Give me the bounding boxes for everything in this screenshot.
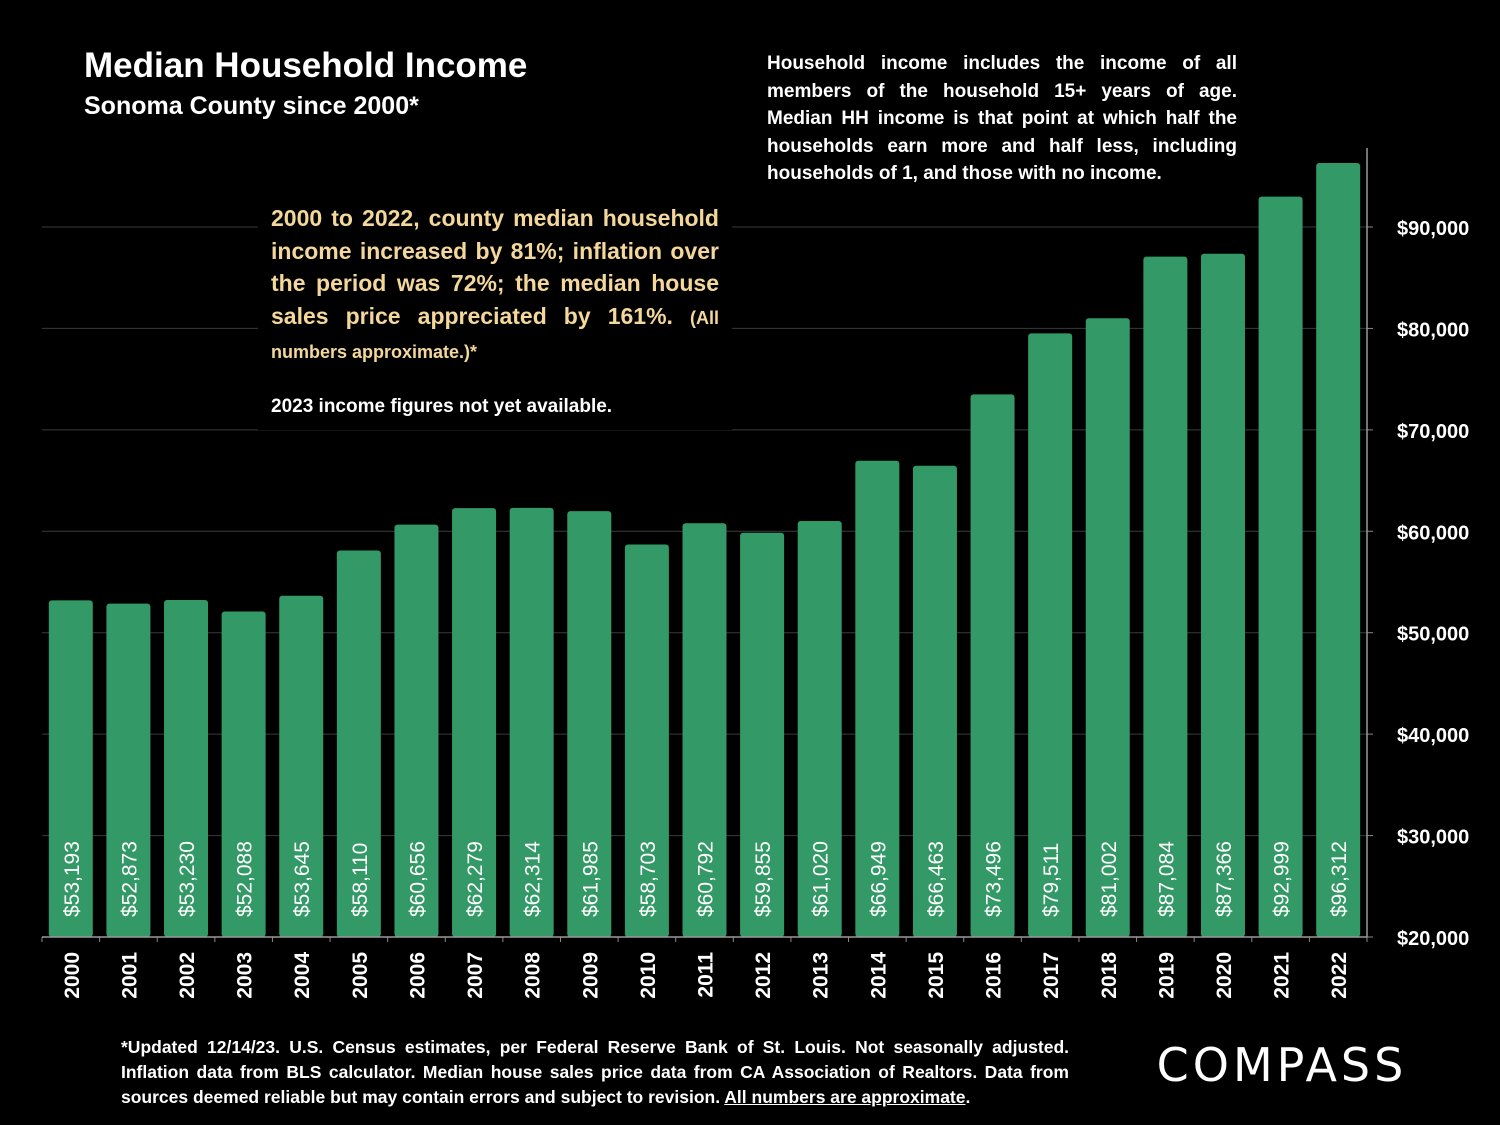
bar [1258, 196, 1303, 938]
bar-data-label: $66,949 [867, 841, 890, 917]
bar [624, 544, 669, 937]
bar [1143, 256, 1188, 938]
bar [970, 394, 1015, 937]
compass-logo-text: COMPASS [1157, 1038, 1408, 1092]
y-tick-label: $50,000 [1397, 624, 1469, 646]
bar-data-label: $87,366 [1213, 841, 1236, 917]
bar-data-label: $60,792 [695, 841, 718, 917]
bar-data-label: $79,511 [1040, 843, 1063, 917]
x-tick-label: 2022 [1328, 952, 1351, 999]
bar-data-label: $53,193 [61, 841, 84, 917]
bar-data-label: $58,110 [349, 843, 372, 917]
approximate-link[interactable]: All numbers are approximate [724, 1087, 966, 1107]
availability-note: 2023 income figures not yet available. [271, 396, 613, 417]
x-tick-label: 2004 [291, 952, 314, 999]
x-tick-label: 2000 [61, 952, 84, 999]
x-tick-label: 2019 [1155, 952, 1178, 999]
bar [567, 511, 612, 937]
bar-data-label: $52,873 [118, 841, 141, 917]
bar-data-label: $62,314 [522, 841, 545, 917]
bar [1028, 333, 1073, 937]
chart-title: Median Household Income [84, 46, 528, 85]
bar-data-label: $58,703 [637, 841, 660, 917]
bar [1200, 253, 1245, 937]
bar-data-label: $53,230 [176, 841, 199, 917]
y-tick-label: $80,000 [1397, 319, 1469, 341]
x-tick-label: 2016 [983, 952, 1006, 999]
bar-data-label: $62,279 [464, 841, 487, 917]
y-tick-label: $20,000 [1397, 928, 1469, 950]
bar [394, 524, 439, 937]
summary-callout: 2000 to 2022, county median household in… [271, 202, 719, 369]
bar [797, 520, 842, 937]
definition-note: Household income includes the income of … [767, 53, 1237, 184]
bar [682, 523, 727, 937]
x-tick-label: 2002 [176, 952, 199, 999]
bar [279, 595, 324, 937]
x-tick-label: 2010 [637, 952, 660, 999]
y-tick-label: $90,000 [1397, 218, 1469, 240]
bar [48, 600, 93, 937]
bar-data-label: $52,088 [234, 841, 257, 917]
x-tick-label: 2001 [118, 952, 141, 999]
x-tick-label: 2017 [1040, 952, 1063, 999]
source-footnote: *Updated 12/14/23. U.S. Census estimates… [121, 1035, 1069, 1110]
bar [452, 508, 497, 937]
x-tick-label: 2018 [1098, 952, 1121, 999]
bar-data-label: $61,020 [810, 841, 833, 917]
bar [509, 507, 554, 937]
x-tick-label: 2003 [234, 952, 257, 999]
x-tick-label: 2006 [406, 952, 429, 999]
y-tick-label: $40,000 [1397, 725, 1469, 747]
bar-data-label: $73,496 [983, 841, 1006, 917]
x-tick-label: 2021 [1271, 952, 1294, 999]
x-tick-label: 2009 [579, 952, 602, 999]
x-tick-label: 2005 [349, 952, 372, 999]
bar-data-label: $59,855 [752, 841, 775, 917]
callout-background [258, 195, 732, 430]
x-tick-label: 2011 [695, 952, 718, 998]
bar-data-label: $66,463 [925, 841, 948, 917]
compass-logo: COMPASS [1157, 1038, 1408, 1092]
bar [106, 603, 151, 937]
bar-data-label: $87,084 [1155, 841, 1178, 917]
bar [855, 460, 900, 937]
x-tick-label: 2014 [867, 952, 890, 999]
bar-data-label: $61,985 [579, 841, 602, 917]
bar-data-label: $92,999 [1271, 841, 1294, 917]
x-tick-label: 2013 [810, 952, 833, 999]
x-tick-label: 2008 [522, 952, 545, 999]
bar [1316, 162, 1361, 938]
bar [336, 550, 381, 937]
x-tick-label: 2015 [925, 952, 948, 999]
x-tick-label: 2020 [1213, 952, 1236, 999]
bar-data-label: $53,645 [291, 841, 314, 917]
bar-data-label: $60,656 [406, 841, 429, 917]
y-tick-label: $70,000 [1397, 421, 1469, 443]
x-tick-label: 2007 [464, 952, 487, 999]
source-footnote-end: . [965, 1087, 971, 1107]
bar-data-label: $81,002 [1098, 841, 1121, 917]
source-footnote-text: *Updated 12/14/23. U.S. Census estimates… [121, 1037, 1069, 1107]
y-tick-label: $30,000 [1397, 827, 1469, 849]
y-tick-label: $60,000 [1397, 522, 1469, 544]
summary-callout-qualifier: (All numbers approximate.)* [271, 307, 719, 363]
chart-subtitle: Sonoma County since 2000* [84, 92, 419, 120]
bar-data-label: $96,312 [1328, 841, 1351, 917]
bar [912, 465, 957, 937]
bar [740, 532, 785, 937]
x-tick-label: 2012 [752, 952, 775, 999]
bar [221, 611, 266, 937]
bar [1085, 318, 1130, 937]
bar [164, 599, 209, 937]
summary-callout-text: 2000 to 2022, county median household in… [271, 205, 719, 329]
